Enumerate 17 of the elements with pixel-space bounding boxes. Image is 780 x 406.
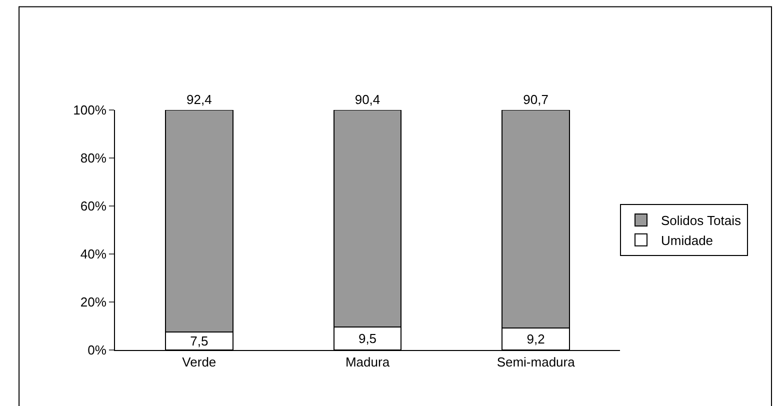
y-tick-label: 20% <box>80 294 107 310</box>
data-label: 90,7 <box>523 92 548 108</box>
x-tick-label: Verde <box>182 354 216 370</box>
data-label: 9,2 <box>526 331 545 346</box>
y-tick-label: 60% <box>80 198 107 214</box>
x-tick-label: Madura <box>345 354 390 370</box>
x-tick-label: Semi-madura <box>496 354 576 370</box>
y-tick-label: 0% <box>88 342 107 358</box>
data-label: 92,4 <box>186 92 212 108</box>
data-label: 90,4 <box>354 92 380 108</box>
data-label: 9,5 <box>358 331 377 346</box>
legend-label: Umidade <box>661 232 714 248</box>
data-label: 7,5 <box>190 334 208 348</box>
y-tick-label: 40% <box>80 246 107 262</box>
legend-label: Solidos Totais <box>661 213 742 228</box>
y-tick-label: 100% <box>73 102 107 118</box>
y-tick-label: 80% <box>80 150 107 166</box>
